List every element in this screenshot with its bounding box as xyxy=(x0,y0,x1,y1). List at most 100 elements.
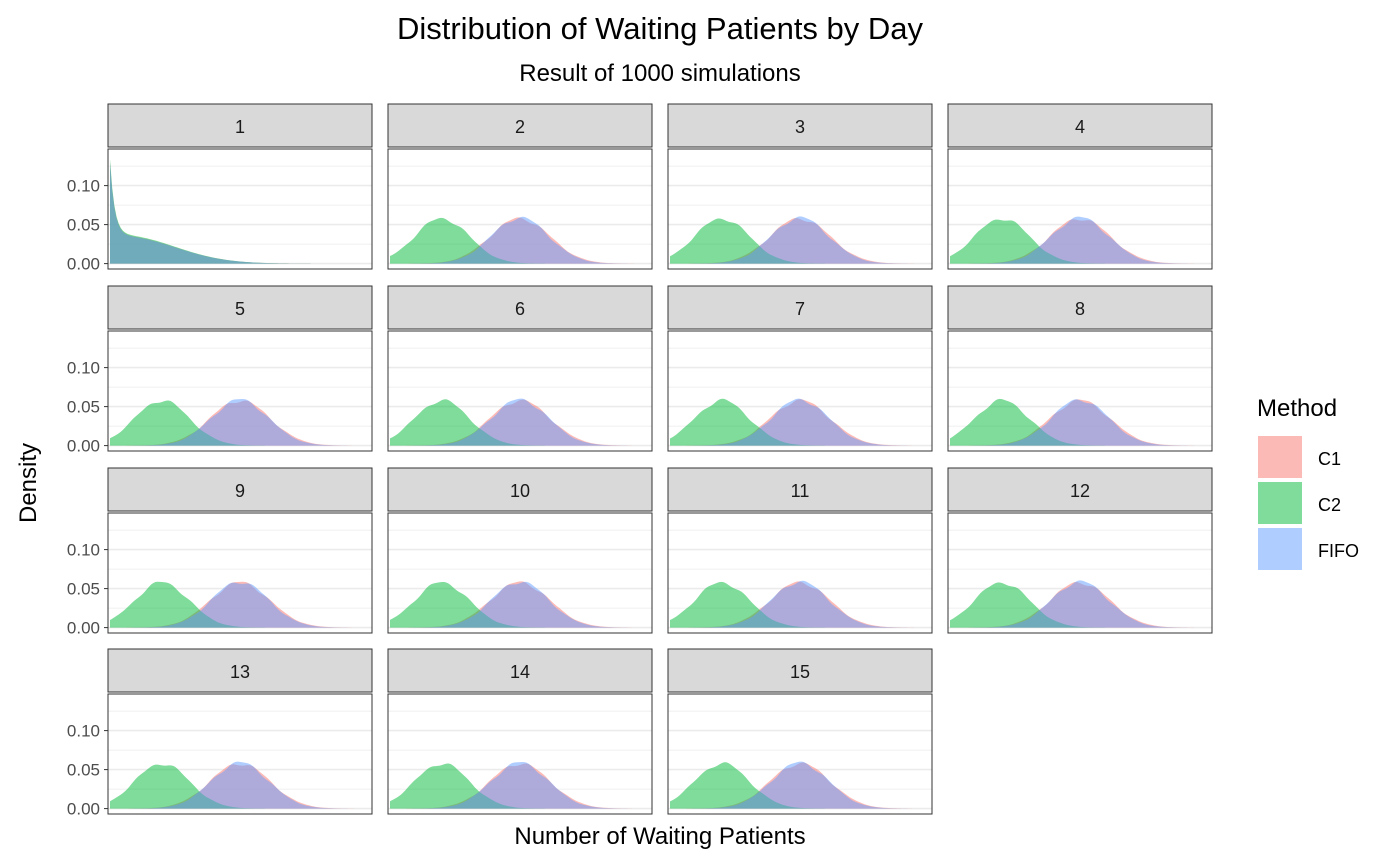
facet-strip-label: 4 xyxy=(1075,117,1085,137)
legend-label-c1: C1 xyxy=(1318,449,1341,469)
facet-strip-label: 13 xyxy=(230,662,250,682)
chart-subtitle: Result of 1000 simulations xyxy=(519,60,800,87)
density-area-fifo xyxy=(670,761,930,809)
facet-border xyxy=(667,148,933,270)
facet-border xyxy=(387,512,653,634)
legend-key-fifo xyxy=(1258,528,1302,570)
density-area-c2 xyxy=(110,764,370,809)
density-area-fifo xyxy=(390,761,650,809)
facet-strip-label: 10 xyxy=(510,481,530,501)
facet-strip-label: 2 xyxy=(515,117,525,137)
facet-strip-label: 5 xyxy=(235,299,245,319)
y-tick-label: 0.10 xyxy=(67,359,100,378)
facet-strip xyxy=(387,285,653,330)
density-area-fifo xyxy=(950,399,1210,446)
density-area-fifo xyxy=(950,216,1210,264)
y-tick-label: 0.05 xyxy=(67,761,100,780)
density-area-fifo xyxy=(670,398,930,446)
facet-strip xyxy=(387,648,653,693)
density-area-fifo xyxy=(390,216,650,264)
y-tick-label: 0.10 xyxy=(67,177,100,196)
legend-label-c2: C2 xyxy=(1318,495,1341,515)
facet-strip-label: 3 xyxy=(795,117,805,137)
density-area-c2 xyxy=(390,763,650,809)
density-area-c2 xyxy=(670,762,930,809)
density-area-c2 xyxy=(670,398,930,446)
facet-border xyxy=(107,330,373,452)
facet-border xyxy=(667,512,933,634)
density-area-fifo xyxy=(110,761,370,809)
y-tick-label: 0.00 xyxy=(67,437,100,456)
facet-strip xyxy=(107,648,373,693)
density-area-fifo xyxy=(950,580,1210,628)
y-tick-label: 0.10 xyxy=(67,541,100,560)
facet-border xyxy=(947,330,1213,452)
density-area-fifo xyxy=(110,399,370,446)
chart-title: Distribution of Waiting Patients by Day xyxy=(397,11,924,46)
density-area-fifo xyxy=(670,216,930,264)
facet-strip xyxy=(107,285,373,330)
facet-border xyxy=(947,148,1213,270)
facet-border xyxy=(387,148,653,270)
density-area-fifo xyxy=(670,580,930,628)
density-area-c2 xyxy=(950,582,1210,628)
facet-strip-label: 11 xyxy=(791,481,810,501)
facet-border xyxy=(387,693,653,815)
facet-strip-label: 9 xyxy=(235,481,245,501)
y-tick-label: 0.00 xyxy=(67,255,100,274)
density-area-c2 xyxy=(950,219,1210,264)
facet-strip xyxy=(387,467,653,512)
density-area-c2 xyxy=(390,217,650,264)
facet-strip xyxy=(947,285,1213,330)
density-area-fifo xyxy=(110,582,370,628)
density-area-c2 xyxy=(390,399,650,446)
facet-border xyxy=(947,512,1213,634)
facet-strip-label: 1 xyxy=(235,117,245,137)
legend-key-c2 xyxy=(1258,482,1302,524)
facet-panels: 1 0.00 0.05 0.10 2 3 4 5 0.00 0.05 0.10 6 7 8 9 0.00 0.0… xyxy=(67,103,1213,819)
facet-strip xyxy=(947,103,1213,148)
y-tick-label: 0.00 xyxy=(67,800,100,819)
facet-strip-label: 8 xyxy=(1075,299,1085,319)
density-area-c2 xyxy=(110,581,370,628)
y-tick-label: 0.10 xyxy=(67,722,100,741)
facet-strip xyxy=(667,285,933,330)
facet-strip xyxy=(667,648,933,693)
density-area-fifo xyxy=(390,398,650,446)
density-area-c2 xyxy=(950,398,1210,446)
density-area-fifo xyxy=(110,163,370,264)
facet-strip xyxy=(107,467,373,512)
facet-strip xyxy=(947,467,1213,512)
legend: Method C1 C2 FIFO xyxy=(1257,395,1359,570)
facet-strip xyxy=(107,103,373,148)
density-area-c2 xyxy=(110,400,370,446)
x-axis-title: Number of Waiting Patients xyxy=(514,823,805,850)
density-area-c2 xyxy=(390,581,650,628)
facet-strip xyxy=(667,467,933,512)
y-axis-title: Density xyxy=(15,443,42,523)
y-tick-label: 0.05 xyxy=(67,398,100,417)
facet-strip xyxy=(387,103,653,148)
legend-title: Method xyxy=(1257,395,1337,422)
facet-strip-label: 14 xyxy=(510,662,530,682)
facet-strip-label: 12 xyxy=(1070,481,1090,501)
density-area-fifo xyxy=(390,581,650,628)
density-area-c2 xyxy=(670,218,930,264)
facet-border xyxy=(107,512,373,634)
facet-strip-label: 6 xyxy=(515,299,525,319)
facet-border xyxy=(107,148,373,270)
y-tick-label: 0.05 xyxy=(67,216,100,235)
legend-label-fifo: FIFO xyxy=(1318,541,1359,561)
facet-strip-label: 15 xyxy=(790,662,810,682)
facet-border xyxy=(667,330,933,452)
density-area-c2 xyxy=(670,581,930,628)
facet-strip xyxy=(667,103,933,148)
facet-border xyxy=(667,693,933,815)
facet-border xyxy=(387,330,653,452)
facet-strip-label: 7 xyxy=(795,299,805,319)
facet-border xyxy=(107,693,373,815)
legend-key-c1 xyxy=(1258,436,1302,478)
y-tick-label: 0.05 xyxy=(67,580,100,599)
y-tick-label: 0.00 xyxy=(67,619,100,638)
